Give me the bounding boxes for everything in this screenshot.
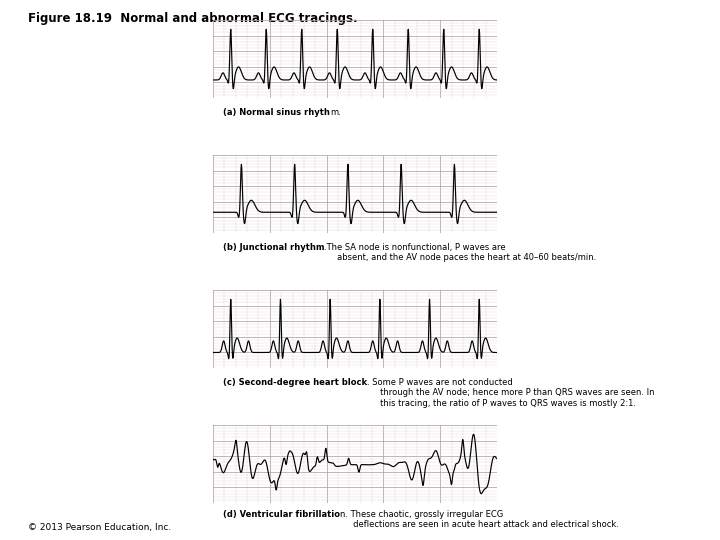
Text: n. These chaotic, grossly irregular ECG
     deflections are seen in acute heart: n. These chaotic, grossly irregular ECG …: [340, 510, 619, 529]
Text: (c) Second-degree heart block: (c) Second-degree heart block: [223, 378, 367, 387]
Text: m.: m.: [330, 108, 341, 117]
Text: © 2013 Pearson Education, Inc.: © 2013 Pearson Education, Inc.: [28, 523, 171, 532]
Text: . Some P waves are not conducted
     through the AV node; hence more P than QRS: . Some P waves are not conducted through…: [367, 378, 654, 408]
Text: Figure 18.19  Normal and abnormal ECG tracings.: Figure 18.19 Normal and abnormal ECG tra…: [28, 12, 358, 25]
Text: (a) Normal sinus rhyth: (a) Normal sinus rhyth: [223, 108, 330, 117]
Text: (b) Junctional rhythm: (b) Junctional rhythm: [223, 243, 325, 252]
Text: (d) Ventricular fibrillatio: (d) Ventricular fibrillatio: [223, 510, 340, 519]
Text: .The SA node is nonfunctional, P waves are
     absent, and the AV node paces th: .The SA node is nonfunctional, P waves a…: [325, 243, 597, 262]
